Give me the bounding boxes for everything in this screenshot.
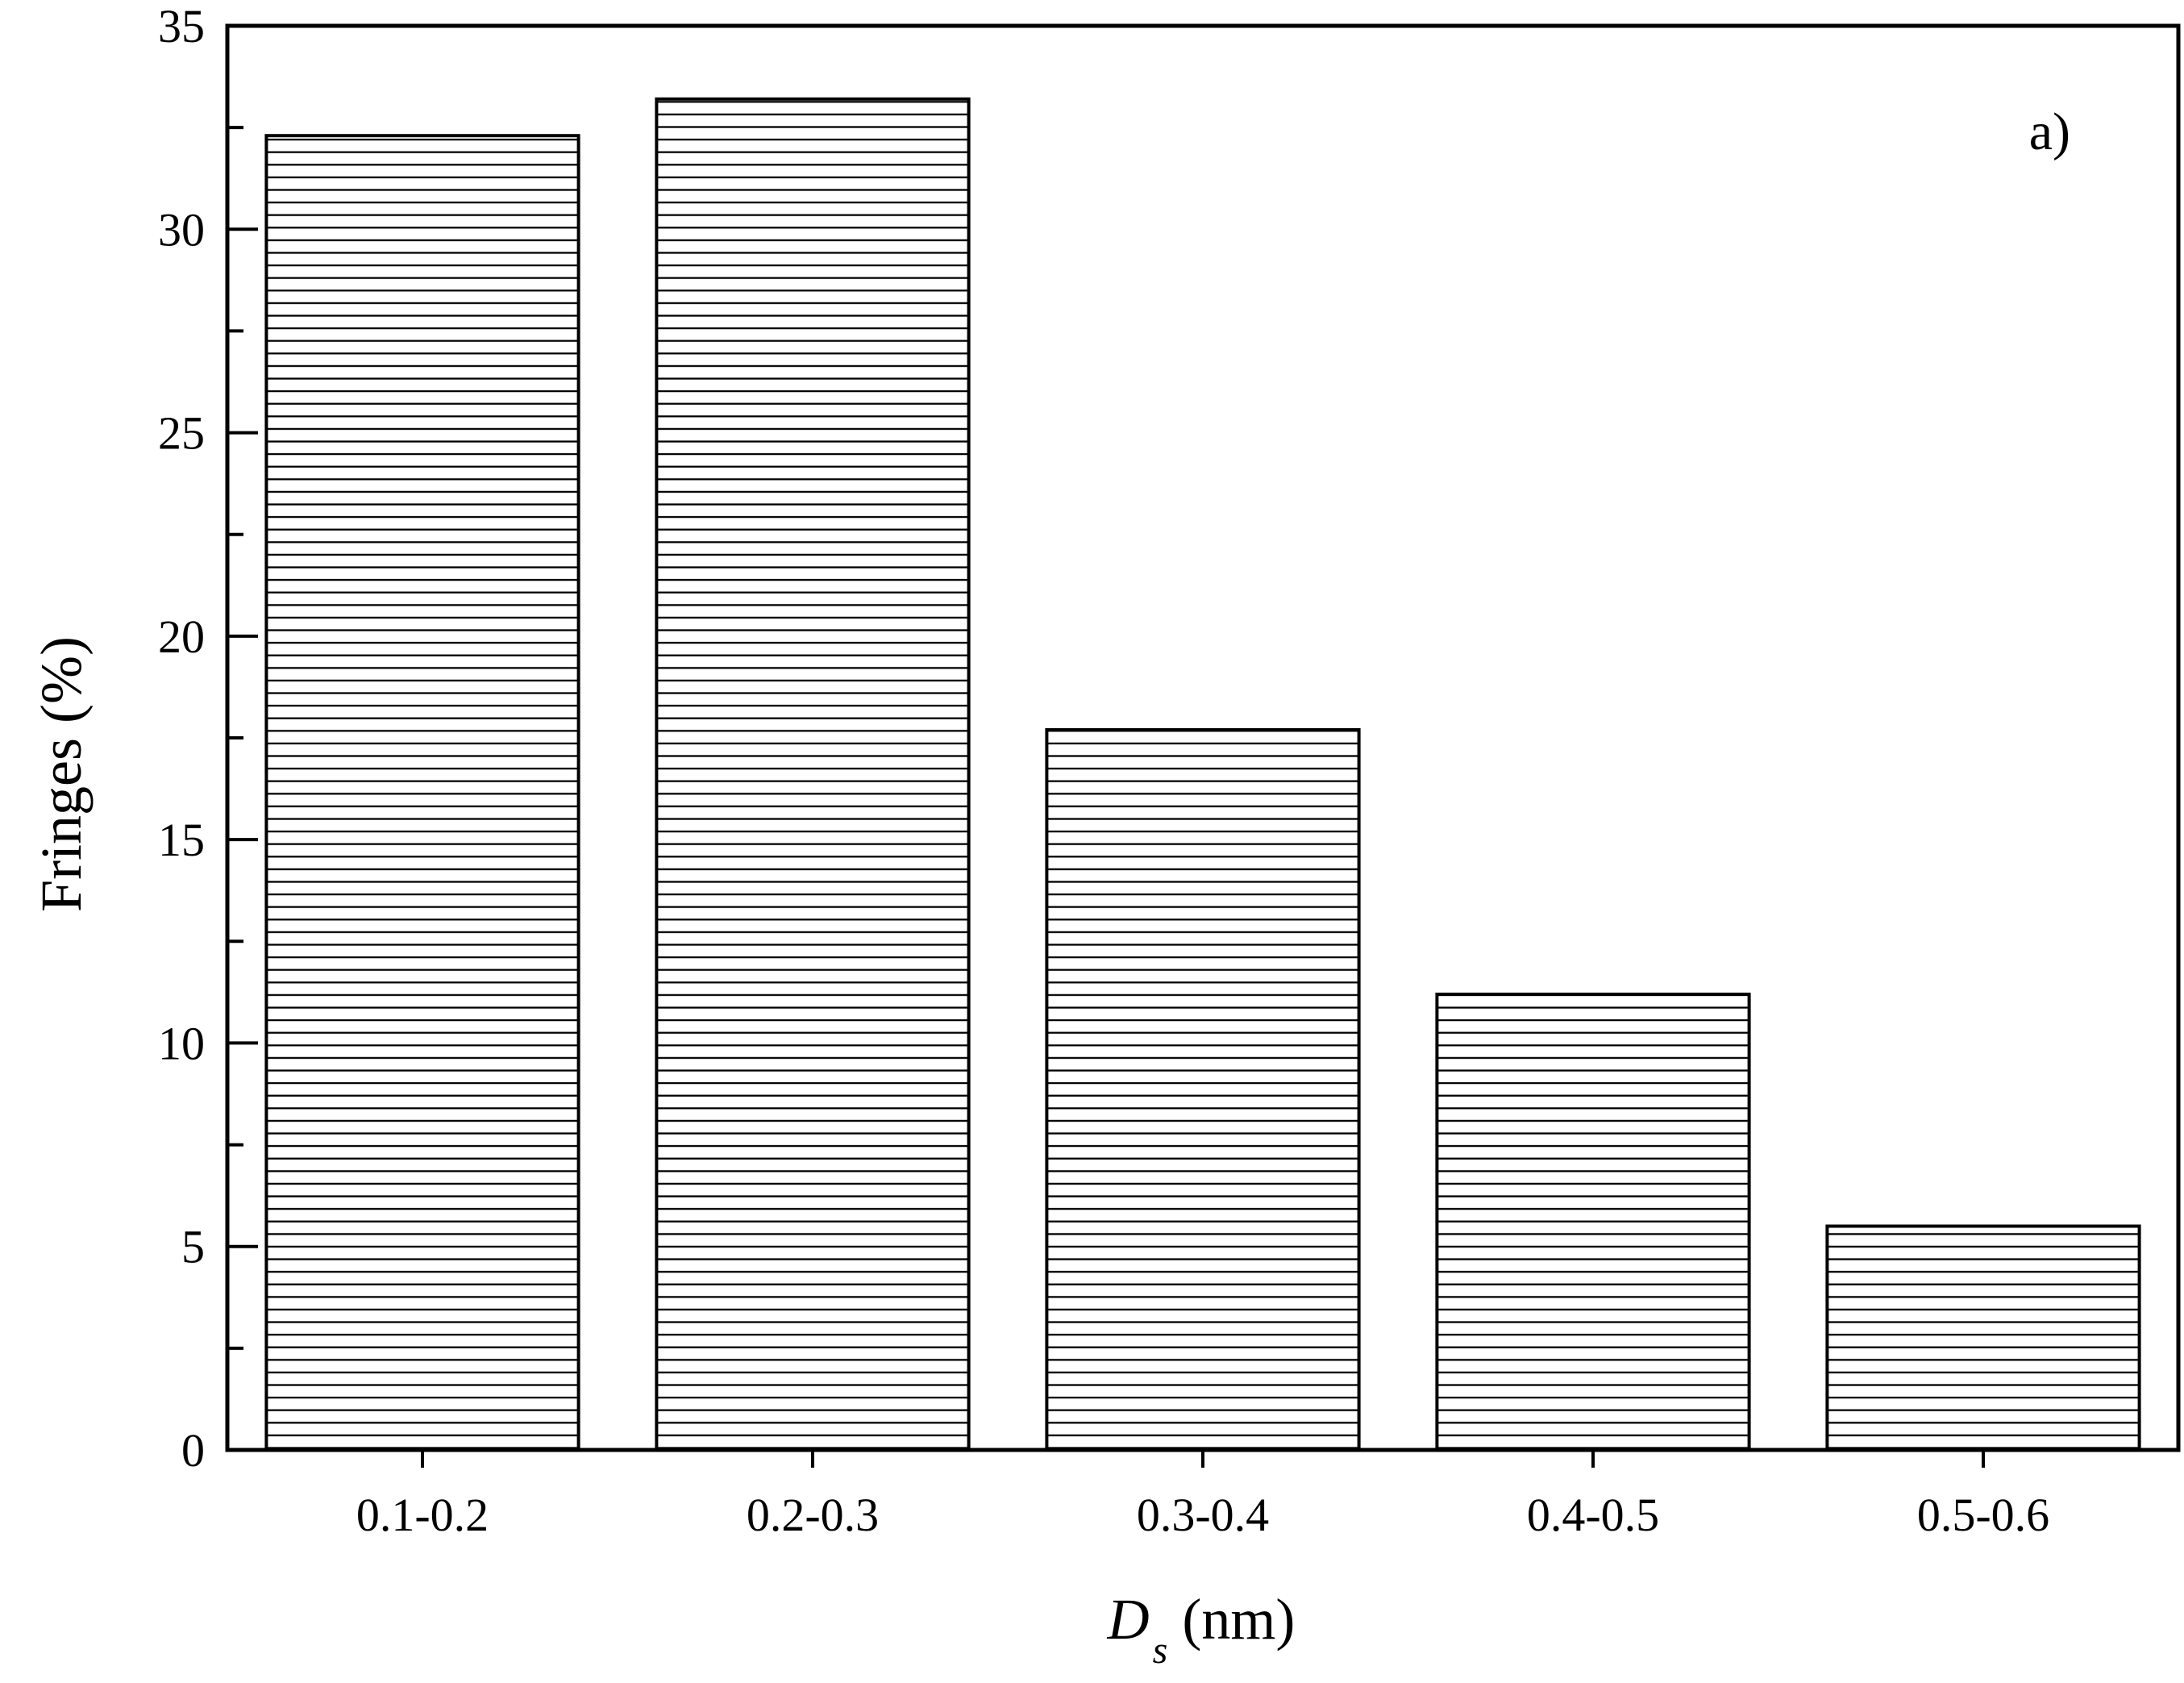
- y-tick-label: 15: [158, 814, 205, 866]
- y-tick-label: 20: [158, 610, 205, 663]
- bars-layer: [264, 97, 2141, 1452]
- x-axis-title-suffix: (nm): [1167, 1587, 1295, 1652]
- panel-label: a): [2029, 102, 2070, 161]
- x-tick-label: 0.5-0.6: [1917, 1489, 2049, 1541]
- x-tick-label: 0.4-0.5: [1527, 1489, 1659, 1541]
- y-tick-label: 10: [158, 1017, 205, 1069]
- y-axis-title: Fringes (%): [29, 636, 94, 912]
- bar-0.5-0.6: [1825, 1224, 2141, 1452]
- bar-0.3-0.4: [1045, 727, 1361, 1452]
- x-tick-label: 0.1-0.2: [356, 1489, 489, 1541]
- y-axis: 0 5 10 15 20 25 30 35: [158, 0, 258, 1477]
- y-tick-label: 0: [181, 1424, 205, 1477]
- x-axis-title-main: D: [1107, 1587, 1150, 1652]
- y-tick-label: 35: [158, 0, 205, 52]
- y-tick-label: 5: [181, 1221, 205, 1273]
- x-axis-title: Ds (nm): [1107, 1587, 1296, 1672]
- y-tick-label: 25: [158, 407, 205, 460]
- bar-0.1-0.2: [264, 134, 580, 1452]
- y-tick-label: 30: [158, 203, 205, 256]
- x-tick-label: 0.3-0.4: [1137, 1489, 1269, 1541]
- bar-0.2-0.3: [655, 97, 971, 1452]
- bar-0.4-0.5: [1435, 992, 1751, 1452]
- x-tick-label: 0.2-0.3: [747, 1489, 879, 1541]
- x-axis-title-subscript: s: [1153, 1629, 1168, 1672]
- x-axis: 0.1-0.2 0.2-0.3 0.3-0.4 0.4-0.5 0.5-0.6: [356, 1450, 2049, 1541]
